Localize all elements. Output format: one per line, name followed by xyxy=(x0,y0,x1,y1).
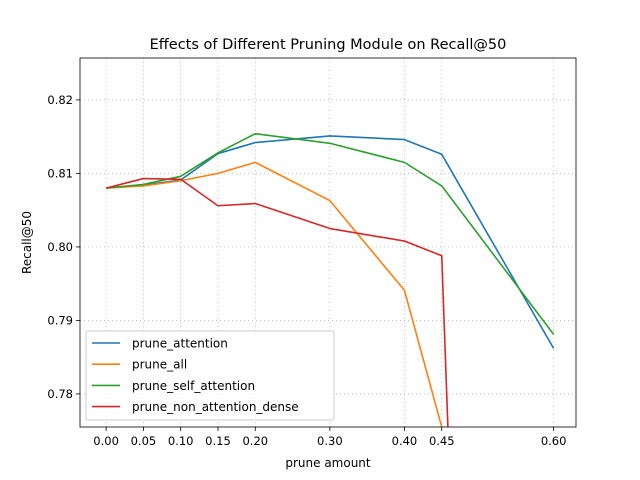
series-line-prune-non-attention-dense xyxy=(105,177,449,427)
x-tick-label: 0.20 xyxy=(242,434,268,448)
series-line-prune-self-attention xyxy=(106,132,555,335)
x-tick-label: 0.30 xyxy=(317,434,343,448)
x-tick-label: 0.45 xyxy=(429,434,455,448)
y-tick-label: 0.80 xyxy=(47,240,73,254)
legend: prune_attention prune_all prune_self_atten… xyxy=(85,330,335,421)
legend-label: prune_attention xyxy=(132,337,228,351)
x-tick-label: 0.60 xyxy=(541,434,567,448)
series-line-prune-all xyxy=(106,161,443,427)
axis-ticks: 0.00 0.05 0.10 0.15 0.20 0.30 0.40 0.45 0.60 0.78… xyxy=(47,93,566,448)
x-tick-label: 0.15 xyxy=(205,434,231,448)
plot-area xyxy=(105,132,555,427)
x-axis-label: prune amount xyxy=(285,456,371,470)
y-tick-label: 0.82 xyxy=(47,93,73,107)
x-tick-label: 0.00 xyxy=(93,434,119,448)
legend-box xyxy=(85,330,335,421)
legend-label: prune_self_attention xyxy=(132,379,255,393)
y-axis-label: Recall@50 xyxy=(20,211,34,274)
x-tick-label: 0.10 xyxy=(168,434,194,448)
y-tick-label: 0.79 xyxy=(47,313,73,327)
x-tick-label: 0.05 xyxy=(131,434,157,448)
chart-title: Effects of Different Pruning Module on R… xyxy=(150,37,507,53)
series-lines xyxy=(105,132,555,427)
y-tick-label: 0.78 xyxy=(47,387,73,401)
legend-label: prune_all xyxy=(132,358,187,372)
x-tick-label: 0.40 xyxy=(392,434,418,448)
legend-label: prune_non_attention_dense xyxy=(132,400,299,414)
y-tick-label: 0.81 xyxy=(47,166,73,180)
plot-frame xyxy=(79,57,577,428)
